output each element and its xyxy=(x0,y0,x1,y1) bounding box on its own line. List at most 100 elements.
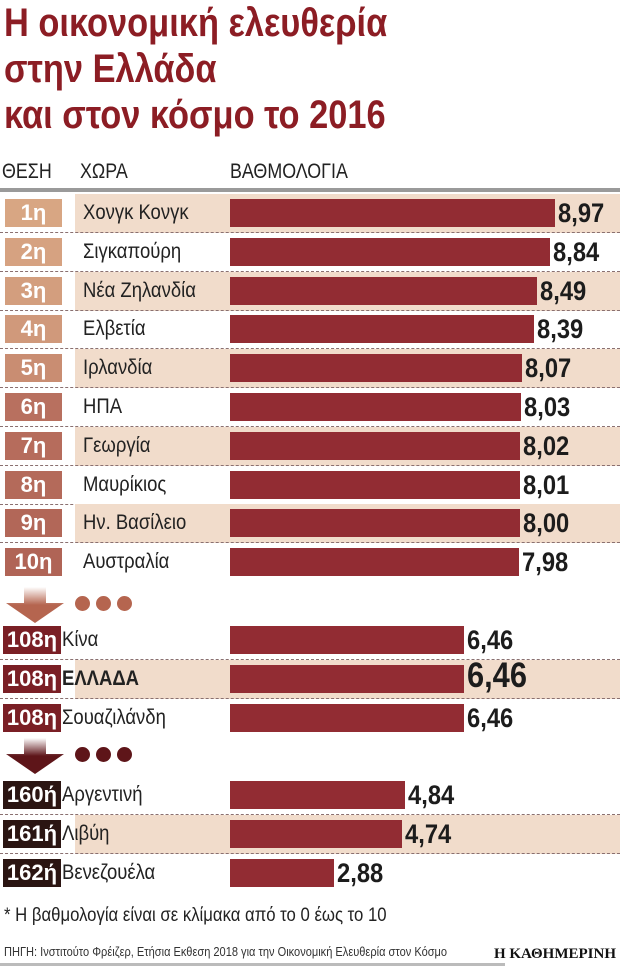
row-divider xyxy=(0,309,620,311)
country-label: Αργεντινή xyxy=(62,783,143,806)
country-label: Βενεζουέλα xyxy=(62,860,156,884)
dot-icon xyxy=(117,596,132,611)
score-label: 6,46 xyxy=(466,702,514,733)
rank-badge: 160ή xyxy=(3,781,61,809)
score-bar xyxy=(230,315,534,344)
score-bar xyxy=(230,470,520,499)
title-line-1: Η οικονομική ελευθερία xyxy=(4,1,388,45)
chart-title: Η οικονομική ελευθερία στην Ελλάδα και σ… xyxy=(4,0,387,138)
score-label: 4,84 xyxy=(408,780,455,810)
footnote: * Η βαθμολογία είναι σε κλίμακα από το 0… xyxy=(4,905,387,926)
score-bar xyxy=(230,199,555,227)
row-divider xyxy=(0,659,620,660)
rank-badge: 108η xyxy=(3,703,61,732)
rank-badge: 10η xyxy=(5,548,62,577)
score-label: 8,02 xyxy=(523,430,570,461)
publisher-logo: Η ΚΑΘΗΜΕΡΙΝΗ xyxy=(493,946,616,962)
score-bar xyxy=(230,858,335,887)
table-row: 160ή Αργεντινή 4,84 xyxy=(0,776,620,815)
table-row: 4η Ελβετία 8,39 xyxy=(0,310,620,350)
score-label: 4,74 xyxy=(404,818,451,849)
score-bar xyxy=(230,393,521,421)
rank-badge: 6η xyxy=(5,393,62,421)
country-label: Ην. Βασίλειο xyxy=(83,511,187,535)
table-row: 2η Σιγκαπούρη 8,84 xyxy=(0,233,620,272)
source-note: ΠΗΓΗ: Ινστιτούτο Φρέιζερ, Ετήσια Εκθεση … xyxy=(4,944,448,959)
dot-icon xyxy=(96,747,111,762)
score-bar xyxy=(230,664,464,693)
country-label: Γεωργία xyxy=(83,433,151,457)
header-score: ΒΑΘΜΟΛΟΓΙΑ xyxy=(230,160,348,183)
score-label: 7,98 xyxy=(521,547,569,578)
header-rank: ΘΕΣΗ xyxy=(2,160,52,183)
country-label: Σουαζιλάνδη xyxy=(62,705,166,729)
score-label: 8,49 xyxy=(540,275,587,306)
score-bar xyxy=(230,703,464,732)
table-row: 108η ΕΛΛΑΔΑ 6,46 xyxy=(0,655,620,699)
rank-badge: 161ή xyxy=(3,819,61,848)
table-row: 1η Χονγκ Κονγκ 8,97 xyxy=(0,194,620,233)
score-bar xyxy=(230,548,519,577)
rank-badge: 3η xyxy=(5,276,62,305)
score-bar xyxy=(230,431,521,460)
table-row: 108η Σουαζιλάνδη 6,46 xyxy=(0,699,620,738)
score-bar xyxy=(230,781,406,809)
row-divider xyxy=(0,387,620,389)
score-bar xyxy=(230,626,464,654)
row-divider xyxy=(0,697,620,699)
ellipsis-dots-icon xyxy=(75,596,132,611)
score-bar xyxy=(230,819,402,848)
score-bar xyxy=(230,237,550,266)
score-label: 6,46 xyxy=(466,625,514,655)
rank-badge: 8η xyxy=(5,470,62,499)
country-label: Ελβετία xyxy=(83,317,146,341)
down-arrow-icon xyxy=(6,738,64,774)
row-divider xyxy=(0,232,620,233)
row-divider xyxy=(0,426,620,427)
country-label: Λιβύη xyxy=(62,821,110,845)
score-bar xyxy=(230,509,520,538)
header-divider xyxy=(0,188,620,192)
score-label: 2,88 xyxy=(337,857,384,888)
country-label: ΗΠΑ xyxy=(83,395,123,418)
table-row: 162ή Βενεζουέλα 2,88 xyxy=(0,854,620,893)
rank-badge: 5η xyxy=(5,354,62,383)
country-label: Σιγκαπούρη xyxy=(83,239,182,263)
table-row: 8η Μαυρίκιος 8,01 xyxy=(0,466,620,505)
rank-badge: 108η xyxy=(3,664,61,693)
score-label: 8,84 xyxy=(553,236,600,267)
score-label: 8,01 xyxy=(522,469,570,500)
table-row: 9η Ην. Βασίλειο 8,00 xyxy=(0,504,620,544)
score-bar xyxy=(230,354,523,383)
rank-badge: 162ή xyxy=(3,858,61,887)
country-label: Χονγκ Κονγκ xyxy=(83,201,189,224)
country-label: Ιρλανδία xyxy=(83,356,153,380)
country-label: ΕΛΛΑΔΑ xyxy=(62,666,139,690)
table-row: 3η Νέα Ζηλανδία 8,49 xyxy=(0,271,620,311)
rank-badge: 1η xyxy=(5,199,62,227)
dot-icon xyxy=(75,596,90,611)
row-divider xyxy=(0,852,620,854)
score-label: 8,97 xyxy=(557,198,604,228)
dot-icon xyxy=(75,747,90,762)
score-bar xyxy=(230,276,538,305)
row-divider xyxy=(0,270,620,272)
score-label: 8,39 xyxy=(536,314,583,345)
row-divider xyxy=(0,814,620,815)
down-arrow-icon xyxy=(6,587,64,623)
score-label: 8,00 xyxy=(522,508,569,539)
score-label: 6,46 xyxy=(466,655,527,695)
title-line-3: και στον κόσμο το 2016 xyxy=(4,93,386,137)
table-row: 161ή Λιβύη 4,74 xyxy=(0,814,620,854)
table-row: 5η Ιρλανδία 8,07 xyxy=(0,349,620,389)
rank-badge: 4η xyxy=(5,315,62,344)
ellipsis-dots-icon xyxy=(75,747,132,762)
rank-badge: 108η xyxy=(3,626,61,654)
score-label: 8,03 xyxy=(523,392,570,422)
row-divider xyxy=(0,464,620,466)
country-label: Μαυρίκιος xyxy=(83,472,167,496)
rank-badge: 9η xyxy=(5,509,62,538)
row-divider xyxy=(0,542,620,544)
title-line-2: στην Ελλάδα xyxy=(4,47,217,91)
row-divider xyxy=(0,348,620,350)
